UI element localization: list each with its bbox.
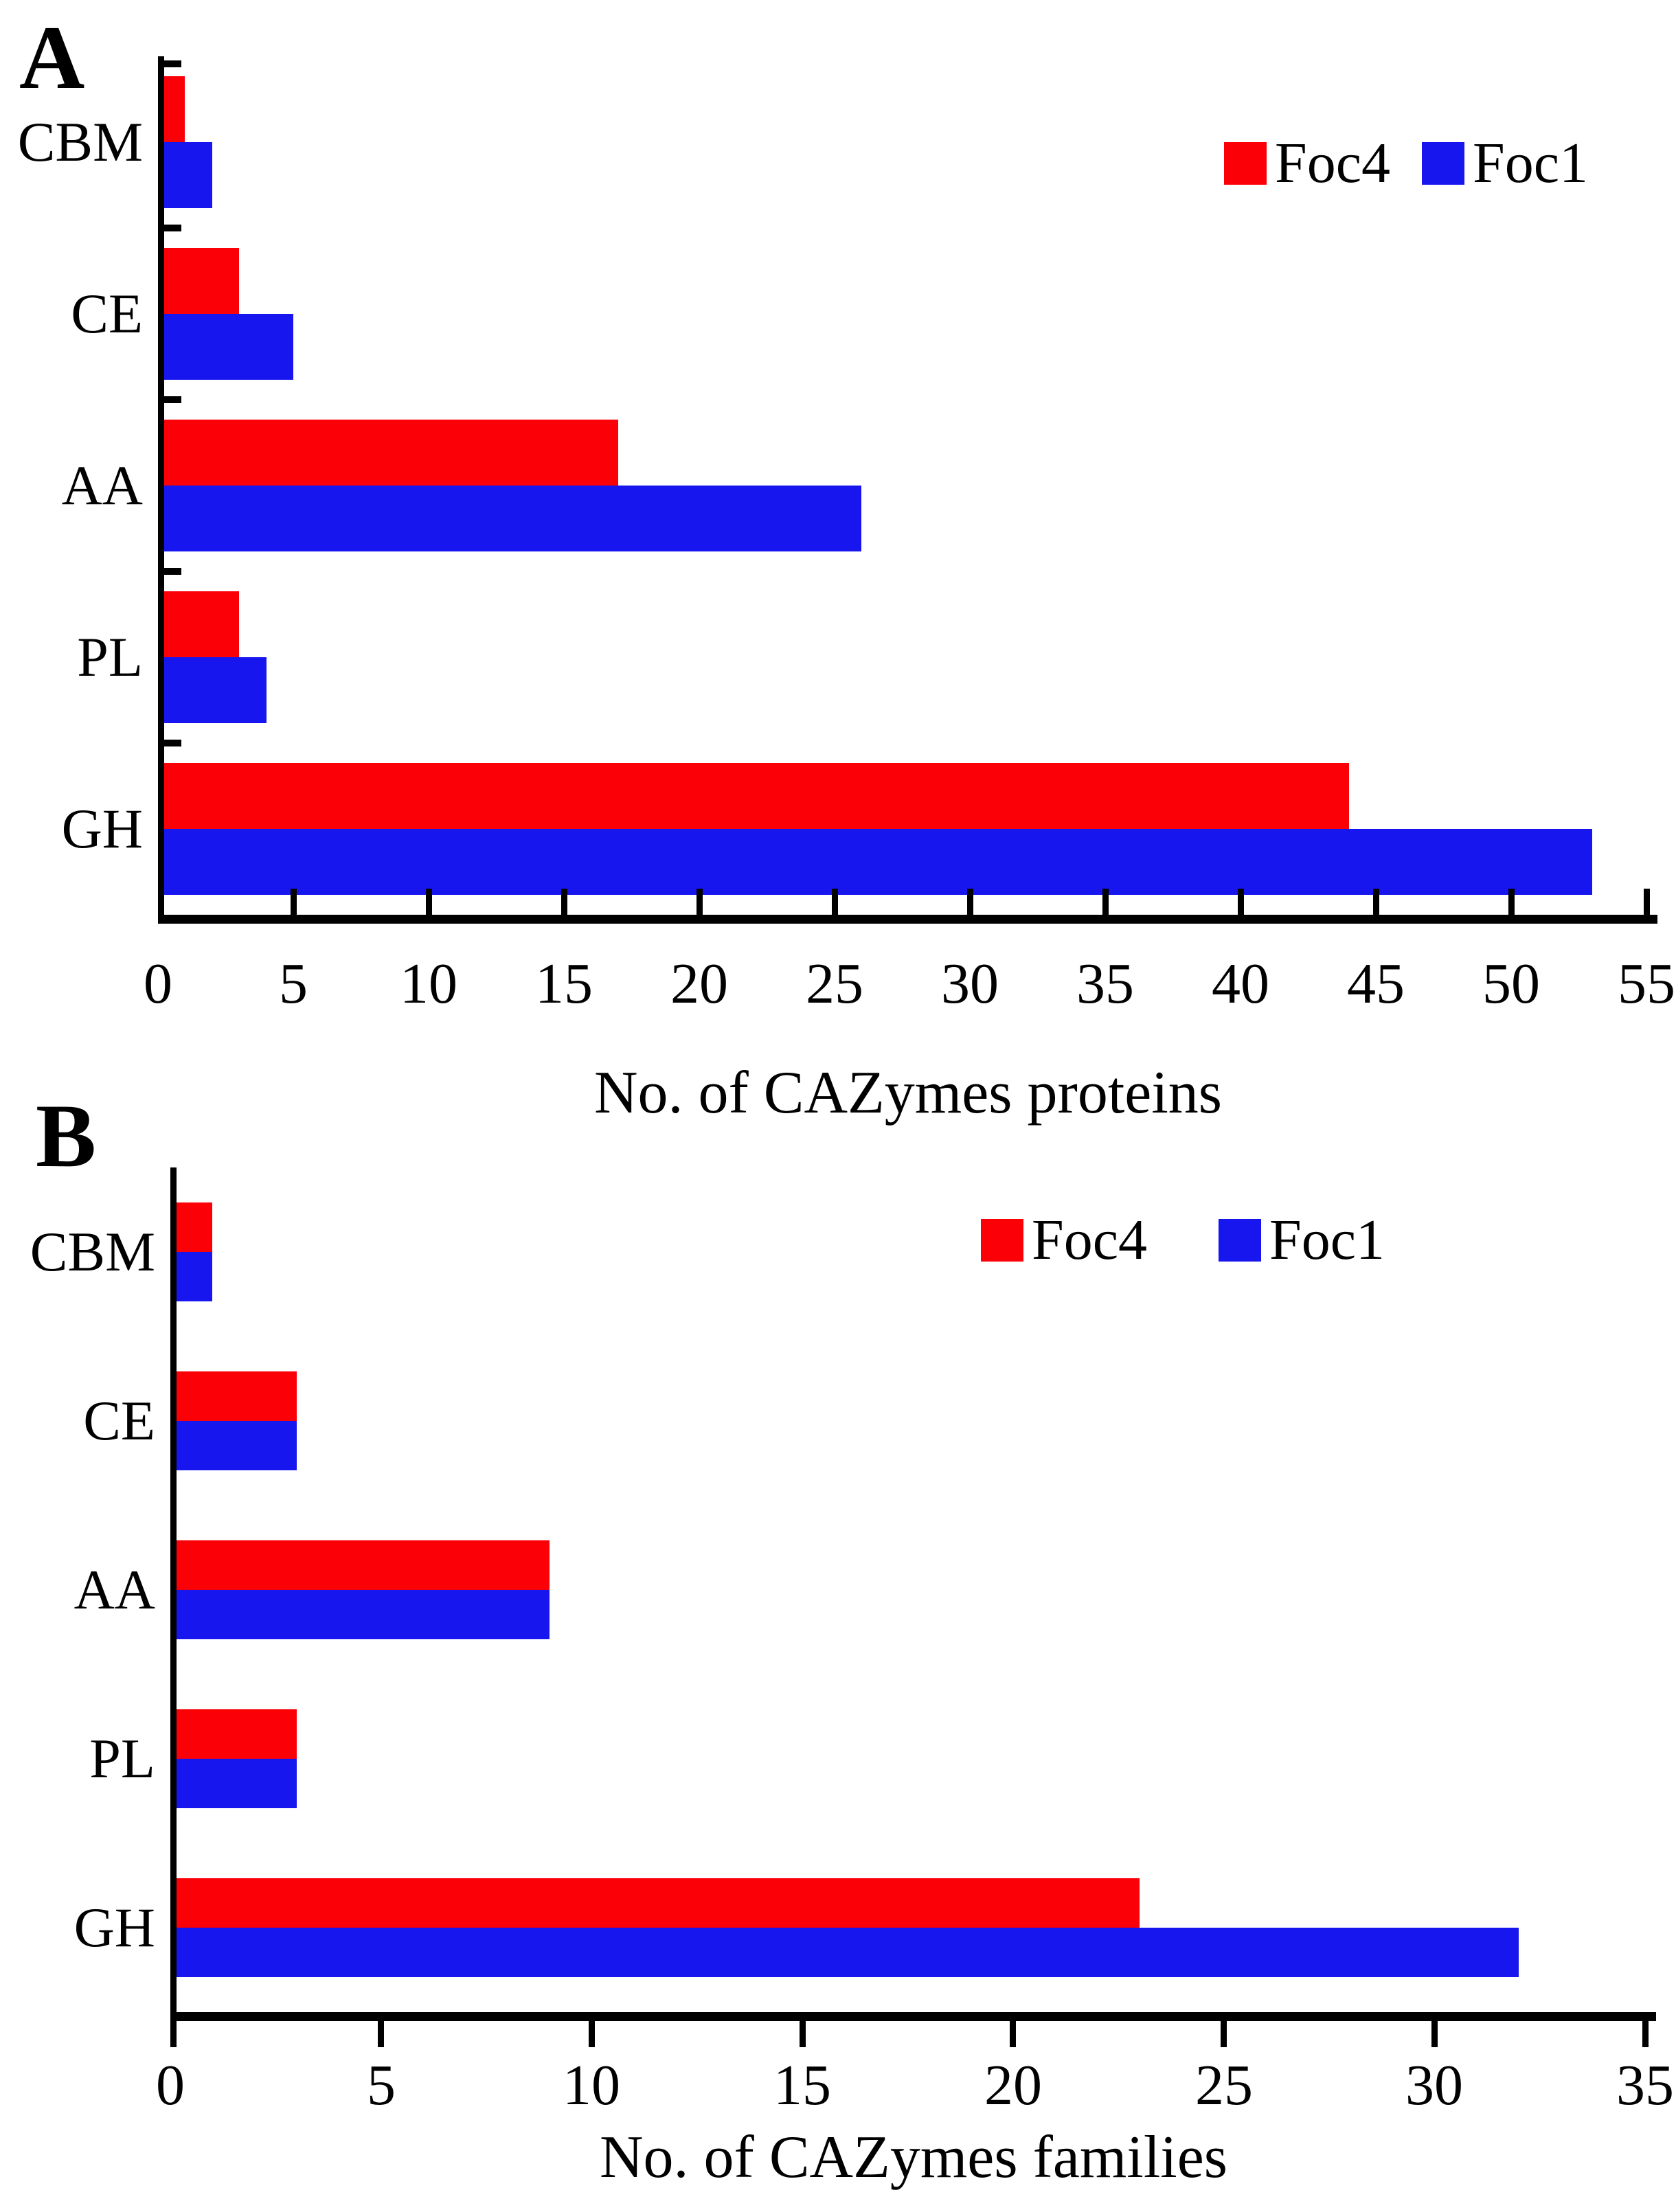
x-tick-label: 5 xyxy=(279,952,308,1016)
category-label: CBM xyxy=(30,1220,155,1283)
legend-a: Foc4 Foc1 xyxy=(1224,135,1588,192)
foc4-swatch-icon xyxy=(1224,142,1267,185)
foc4-legend-label: Foc4 xyxy=(1032,1208,1147,1272)
x-tick-label: 0 xyxy=(144,952,172,1016)
bar-foc4 xyxy=(158,420,618,486)
category-label: CBM xyxy=(17,111,143,173)
y-tick xyxy=(164,396,181,403)
x-tick xyxy=(1431,2021,1438,2047)
x-tick xyxy=(1508,889,1515,915)
bar-foc1 xyxy=(170,1421,297,1470)
x-tick xyxy=(291,889,297,915)
bar-foc1 xyxy=(158,657,267,723)
x-tick-label: 30 xyxy=(941,952,999,1016)
foc1-legend-label: Foc1 xyxy=(1269,1208,1385,1272)
foc1-legend-label: Foc1 xyxy=(1473,131,1588,195)
category-label: PL xyxy=(89,1727,155,1790)
x-tick-label: 5 xyxy=(367,2053,396,2117)
x-tick xyxy=(1010,2021,1016,2047)
category-label: GH xyxy=(73,1896,155,1959)
x-tick xyxy=(967,889,973,915)
y-tick xyxy=(164,568,181,575)
y-tick xyxy=(164,60,181,67)
category-label: AA xyxy=(73,1558,155,1621)
x-tick-label: 20 xyxy=(984,2053,1042,2117)
category-label: AA xyxy=(61,454,143,516)
x-tick xyxy=(561,889,567,915)
x-tick xyxy=(1373,889,1379,915)
bar-foc4 xyxy=(158,763,1349,829)
category-label: GH xyxy=(61,797,143,860)
category-label: PL xyxy=(77,626,143,688)
foc1-swatch-icon xyxy=(1422,142,1464,185)
y-tick xyxy=(164,740,181,746)
bar-foc4 xyxy=(170,1202,212,1252)
xaxis-title-a: No. of CAZymes proteins xyxy=(593,1060,1223,1126)
panel-a-label: A xyxy=(19,7,85,108)
bar-foc4 xyxy=(170,1878,1140,1928)
x-tick-label: 10 xyxy=(563,2053,620,2117)
x-tick xyxy=(1642,2021,1649,2047)
bar-foc4 xyxy=(170,1709,297,1759)
bar-foc1 xyxy=(170,1590,550,1639)
x-tick-label: 25 xyxy=(1195,2053,1253,2117)
x-tick-label: 50 xyxy=(1482,952,1540,1016)
x-tick xyxy=(589,2021,595,2047)
category-label: CE xyxy=(83,1389,155,1452)
foc4-legend-label: Foc4 xyxy=(1275,131,1390,195)
category-label: CE xyxy=(71,282,143,345)
foc1-swatch-icon xyxy=(1219,1219,1261,1262)
x-tick-label: 30 xyxy=(1405,2053,1463,2117)
x-tick xyxy=(697,889,703,915)
x-tick xyxy=(1221,2021,1227,2047)
x-tick-label: 20 xyxy=(670,952,728,1016)
bar-foc1 xyxy=(170,1759,297,1808)
y-axis xyxy=(158,56,164,924)
x-tick xyxy=(800,2021,806,2047)
panel-b-label: B xyxy=(36,1085,97,1186)
x-tick-label: 55 xyxy=(1618,952,1675,1016)
x-tick xyxy=(1238,889,1244,915)
x-tick xyxy=(832,889,838,915)
x-tick xyxy=(378,2021,384,2047)
bar-foc4 xyxy=(158,591,239,657)
bar-foc1 xyxy=(158,142,212,208)
bar-foc1 xyxy=(170,1252,212,1301)
x-tick-label: 25 xyxy=(806,952,863,1016)
legend-item-foc4: Foc4 xyxy=(981,1211,1147,1269)
bar-foc4 xyxy=(170,1540,550,1590)
xaxis-title-b: No. of CAZymes families xyxy=(599,2124,1228,2191)
foc4-swatch-icon xyxy=(981,1219,1023,1262)
bar-foc1 xyxy=(158,314,293,380)
x-tick xyxy=(1644,889,1650,915)
x-axis xyxy=(170,2012,1656,2021)
bar-foc4 xyxy=(158,248,239,314)
x-tick-label: 0 xyxy=(156,2053,185,2117)
x-axis xyxy=(158,915,1657,924)
x-tick-label: 45 xyxy=(1347,952,1405,1016)
y-axis xyxy=(170,1167,177,2047)
legend-b: Foc4 Foc1 xyxy=(981,1211,1385,1269)
bar-foc1 xyxy=(170,1928,1519,1977)
x-tick-label: 15 xyxy=(773,2053,831,2117)
x-tick-label: 35 xyxy=(1616,2053,1674,2117)
bar-foc1 xyxy=(158,829,1592,895)
x-tick-label: 10 xyxy=(400,952,457,1016)
x-tick-label: 40 xyxy=(1212,952,1269,1016)
bar-foc4 xyxy=(170,1371,297,1421)
x-tick xyxy=(426,889,432,915)
x-tick-label: 15 xyxy=(535,952,593,1016)
legend-item-foc1: Foc1 xyxy=(1219,1211,1385,1269)
bar-foc1 xyxy=(158,486,861,551)
legend-item-foc1: Foc1 xyxy=(1422,135,1588,192)
x-tick-label: 35 xyxy=(1076,952,1134,1016)
y-tick xyxy=(164,225,181,231)
x-tick xyxy=(1102,889,1109,915)
legend-item-foc4: Foc4 xyxy=(1224,135,1390,192)
